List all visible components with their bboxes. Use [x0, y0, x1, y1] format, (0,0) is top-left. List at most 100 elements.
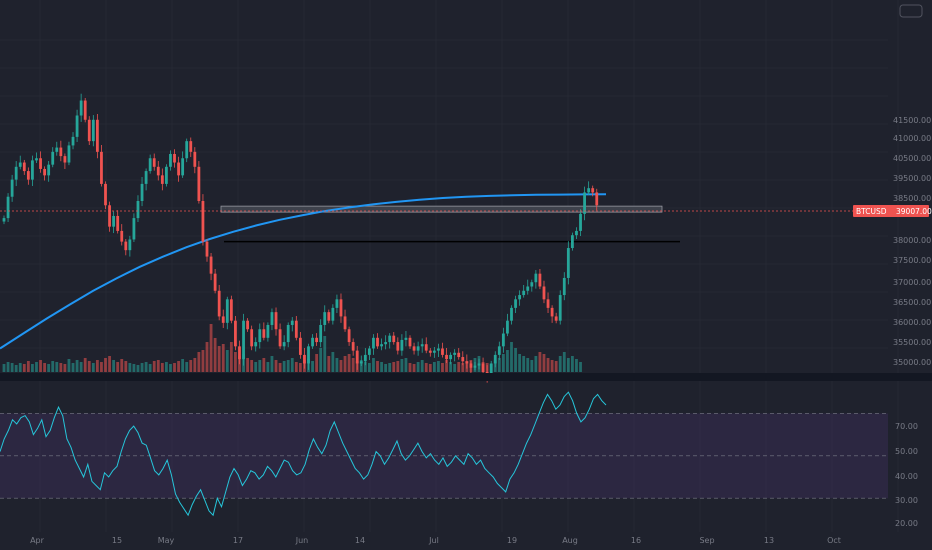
- price-tick-label: 38500.00: [893, 194, 931, 203]
- volume-bar: [335, 358, 339, 372]
- volume-bar: [286, 360, 290, 372]
- candle-body: [534, 273, 538, 283]
- candle-body: [100, 151, 103, 184]
- volume-bar: [67, 359, 71, 372]
- candle-body: [144, 171, 148, 184]
- price-axis[interactable]: 41500.00 41000.00 40500.00 39500.00 38500.00…: [893, 116, 931, 367]
- support-levels: [220, 205, 680, 243]
- candle-body: [205, 241, 209, 257]
- volume-bar: [432, 362, 436, 372]
- candle-body: [384, 342, 388, 345]
- candle-body: [424, 344, 428, 351]
- price-tick-label: 40500.00: [893, 154, 931, 163]
- candle-body: [412, 346, 416, 351]
- chart-settings-button[interactable]: [899, 4, 923, 18]
- candle-body: [554, 316, 558, 321]
- pane-separator[interactable]: [0, 373, 932, 381]
- candle-body: [229, 299, 233, 321]
- candle-body: [298, 337, 302, 355]
- candle-body: [132, 218, 136, 240]
- volume-bar: [43, 363, 46, 372]
- candle-body: [209, 256, 213, 274]
- volume-bar: [104, 358, 107, 372]
- candle-body: [445, 354, 448, 360]
- volume-bar: [128, 363, 132, 372]
- candle-body: [108, 205, 111, 227]
- volume-bar: [181, 359, 185, 372]
- time-axis[interactable]: Apr 15 May 17 Jun 14 Jul 19 Aug 16 Sep 13 Oct: [30, 536, 841, 545]
- candle-body: [55, 147, 59, 152]
- rsi-tick-label: 40.00: [895, 472, 918, 481]
- candle-body: [294, 320, 298, 338]
- volume-bar: [18, 363, 22, 372]
- volume-bar: [428, 364, 432, 372]
- volume-bar: [83, 358, 87, 372]
- candle-body: [566, 248, 570, 278]
- volume-bar: [116, 362, 120, 372]
- volume-bar: [250, 360, 254, 372]
- volume-bar: [542, 354, 546, 372]
- volume-bar: [120, 359, 124, 372]
- candle-body: [35, 158, 38, 161]
- volume-bar: [148, 364, 152, 372]
- candle-body: [343, 316, 347, 330]
- volume-bar: [177, 361, 180, 372]
- volume-bar: [229, 342, 233, 372]
- candle-body: [408, 337, 412, 347]
- candle-body: [250, 329, 254, 347]
- volume-bar: [246, 358, 249, 372]
- candle-body: [501, 333, 505, 347]
- price-label-bg: [853, 205, 929, 217]
- candle-body: [388, 335, 392, 343]
- candle-body: [274, 312, 278, 330]
- volume-bar: [534, 356, 538, 372]
- candle-body: [319, 324, 323, 343]
- candle-body: [579, 213, 582, 231]
- volume-bar: [506, 350, 509, 372]
- volume-bar: [339, 360, 343, 372]
- price-tick-label: 41000.00: [893, 134, 931, 143]
- candle-body: [347, 329, 351, 343]
- candle-body: [160, 175, 164, 184]
- volume-bar: [193, 358, 197, 372]
- candle-body: [546, 299, 550, 308]
- volume-bar: [380, 362, 383, 372]
- candle-body: [112, 215, 116, 227]
- volume-bar: [39, 360, 42, 372]
- candle-body: [465, 361, 469, 364]
- candle-body: [323, 312, 327, 325]
- volume-bar: [294, 362, 298, 372]
- candle-body: [457, 352, 461, 358]
- volume-bar: [221, 344, 225, 372]
- candle-body: [128, 239, 132, 251]
- candle-body: [380, 344, 383, 347]
- candle-body: [420, 344, 424, 347]
- volume-bar: [205, 342, 209, 372]
- volume-bar: [319, 348, 323, 372]
- rectangle-icon[interactable]: [899, 4, 923, 18]
- candle-body: [562, 277, 566, 296]
- candle-body: [221, 316, 225, 323]
- volume-bar: [173, 363, 176, 372]
- volume-bar: [282, 361, 286, 372]
- rsi-pane: [0, 391, 888, 517]
- volume-bar: [461, 363, 465, 372]
- candle-body: [404, 337, 408, 340]
- rsi-axis[interactable]: 70.00 50.00 40.00 30.00 20.00: [895, 422, 918, 528]
- candle-body: [254, 342, 258, 347]
- candle-body: [307, 346, 310, 364]
- candle-body: [39, 158, 42, 169]
- rsi-tick-label: 30.00: [895, 496, 918, 505]
- candle-body: [331, 307, 335, 321]
- candle-body: [583, 192, 586, 214]
- price-tick-label: 39500.00: [893, 174, 931, 183]
- candle-body: [225, 299, 229, 323]
- rsi-tick-label: 20.00: [895, 519, 918, 528]
- candle-body: [43, 168, 46, 176]
- volume-bar: [566, 358, 570, 372]
- volume-bar: [315, 354, 319, 372]
- price-tick-label: 36500.00: [893, 298, 931, 307]
- volume-bar: [298, 363, 302, 372]
